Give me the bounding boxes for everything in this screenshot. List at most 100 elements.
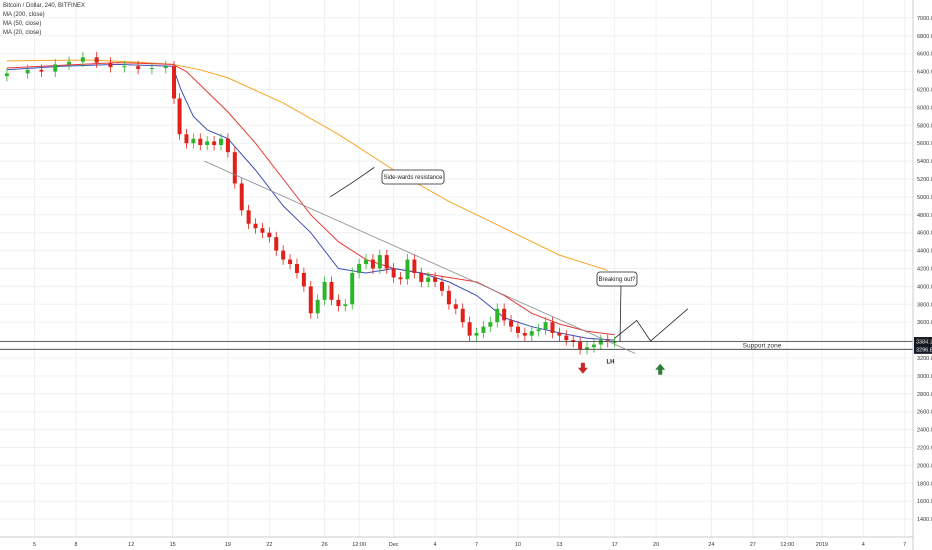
- price-tick-label: 3800.0: [917, 302, 932, 308]
- price-tick-label: 1600.0: [917, 499, 932, 505]
- breakout-pointer: [619, 285, 622, 343]
- candle-body: [591, 344, 596, 348]
- candle-body: [274, 237, 279, 251]
- candle-body: [460, 308, 465, 323]
- candle-body: [467, 322, 472, 336]
- price-tick-label: 5400.0: [917, 159, 932, 165]
- candle-body: [502, 308, 507, 321]
- candle-body: [67, 61, 72, 65]
- candle-body: [39, 69, 44, 72]
- candle-body: [509, 320, 514, 327]
- legend-ma50[interactable]: MA (50, close): [3, 21, 42, 27]
- candle-body: [350, 272, 355, 305]
- price-tick-label: 2600.0: [917, 410, 932, 416]
- candle-body: [94, 57, 99, 63]
- price-tick-label: 5800.0: [917, 123, 932, 129]
- price-tick-label: 1800.0: [917, 481, 932, 487]
- candle-body: [184, 134, 189, 144]
- price-tick-label: 5600.0: [917, 141, 932, 147]
- candle-body: [391, 268, 396, 278]
- time-axis[interactable]: 5 8 12 15 19 22 26 12:00 Dec 4 7 10 13 17 20 24 27 12:00 2…: [0, 536, 913, 548]
- resistance-callout-box: [381, 169, 445, 185]
- candle-body: [225, 138, 230, 153]
- candle-body: [412, 259, 417, 273]
- price-tick-label: 6600.0: [917, 52, 932, 58]
- candle-body: [288, 259, 293, 265]
- candle-body: [267, 232, 272, 238]
- price-tick-label: 7000.0: [917, 16, 932, 22]
- legend-ma20[interactable]: MA (20, close): [3, 30, 42, 36]
- chart-legend: Bitcoin / Dollar, 240, BITFINEX MA (200,…: [3, 2, 85, 38]
- candle-body: [398, 277, 403, 280]
- candle-body: [80, 57, 85, 62]
- candle-body: [232, 152, 237, 184]
- grid: [0, 0, 913, 537]
- candle-body: [446, 290, 451, 305]
- price-tick-label: 6800.0: [917, 34, 932, 40]
- price-tick-label: 4800.0: [917, 213, 932, 219]
- price-tick-label: 6200.0: [917, 88, 932, 94]
- resistance-callout: Side-wards resistance: [383, 175, 443, 181]
- time-tick-label: 13: [556, 542, 562, 548]
- candle-body: [536, 329, 541, 332]
- candles: [4, 51, 617, 355]
- time-tick-label: 27: [750, 542, 756, 548]
- projection-path: [614, 308, 689, 342]
- legend-symbol[interactable]: Bitcoin / Dollar, 240, BITFINEX: [3, 3, 86, 9]
- price-tick-label: 2800.0: [917, 392, 932, 398]
- candle-body: [163, 66, 168, 69]
- ma50-line: [6, 62, 615, 336]
- ma200-path: [6, 59, 608, 271]
- breakout-callout-box: [596, 271, 638, 287]
- candle-body: [308, 286, 313, 314]
- candle-body: [598, 340, 603, 345]
- price-tick-label: 5200.0: [917, 177, 932, 183]
- candle-body: [329, 281, 334, 300]
- candle-body: [205, 141, 210, 145]
- price-axis[interactable]: 1400.0 1600.0 1800.0 2000.0 2200.0 2400.0 2600…: [912, 0, 932, 550]
- legend-ma200[interactable]: MA (200, close): [3, 12, 45, 18]
- price-tick-label: 1400.0: [917, 517, 932, 523]
- price-tick-label: 4200.0: [917, 267, 932, 273]
- candle-body: [136, 66, 141, 69]
- price-tick-label: 4600.0: [917, 231, 932, 237]
- candle-body: [322, 281, 327, 300]
- candle-body: [612, 341, 617, 343]
- candle-body: [488, 322, 493, 327]
- candle-body: [529, 331, 534, 336]
- candle-body: [301, 272, 306, 287]
- support-upper-tag-bg: [914, 337, 932, 347]
- price-tick-label: 4000.0: [917, 284, 932, 290]
- price-tick-label: 3000.0: [917, 374, 932, 380]
- candle-body: [439, 281, 444, 291]
- candle-body: [212, 141, 217, 145]
- time-tick-label: 15: [170, 542, 176, 548]
- candle-body: [419, 272, 424, 282]
- candle-body: [426, 277, 431, 282]
- candle-body: [336, 299, 341, 307]
- candle-body: [364, 259, 369, 265]
- candle-body: [177, 98, 182, 135]
- time-tick-label: 17: [612, 542, 618, 548]
- time-tick-label: 5: [33, 542, 36, 548]
- candle-body: [253, 223, 258, 229]
- candle-body: [191, 138, 196, 144]
- support-lower-tag-bg: [914, 344, 932, 354]
- time-tick-label: 26: [322, 542, 328, 548]
- price-tick-label: 2400.0: [917, 428, 932, 434]
- time-tick-label: 20: [653, 542, 659, 548]
- time-tick-label: 12:00: [780, 542, 794, 548]
- candle-body: [281, 250, 286, 260]
- support-zone-label: Support zone: [743, 342, 782, 349]
- candle-body: [495, 308, 500, 323]
- time-tick-label: Dec: [389, 542, 399, 548]
- price-tick-label: 2000.0: [917, 463, 932, 469]
- time-tick-label: 7: [903, 542, 906, 548]
- candle-body: [515, 326, 520, 333]
- candle-body: [377, 255, 382, 269]
- candle-body: [585, 347, 590, 350]
- candle-body: [239, 183, 244, 211]
- price-tick-label: 4400.0: [917, 249, 932, 255]
- breakout-callout: Breaking out?: [598, 277, 636, 283]
